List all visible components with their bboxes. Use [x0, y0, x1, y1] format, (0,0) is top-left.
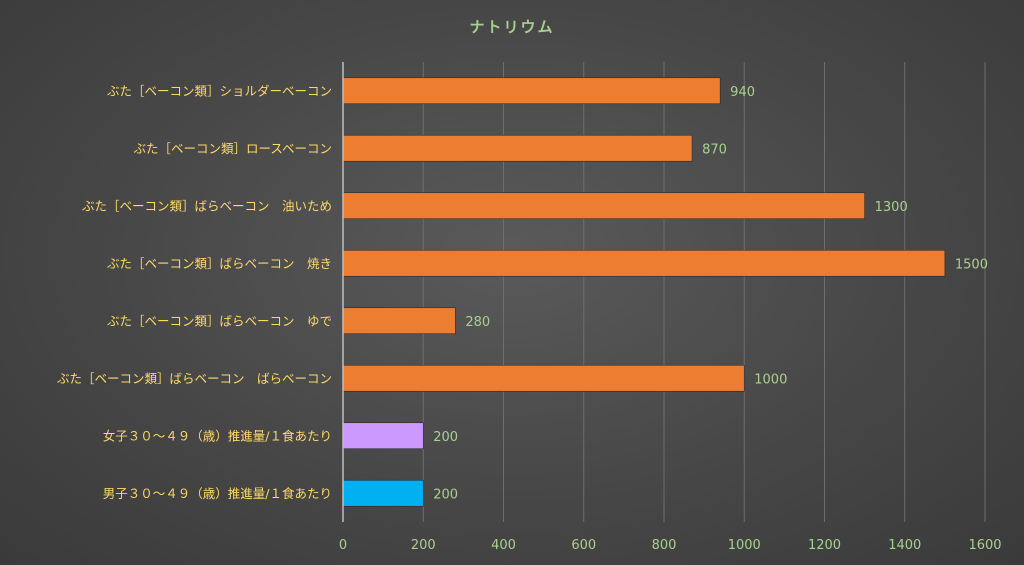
bar-1	[342, 77, 721, 105]
category-label-8: 男子３０～４９（歳）推進量/１食あたり	[103, 486, 332, 501]
x-tick-label-0: 0	[339, 538, 347, 553]
data-label-7: 200	[433, 430, 458, 445]
x-tick-label-600: 600	[571, 538, 596, 553]
category-label-7: 女子３０～４９（歳）推進量/１食あたり	[103, 428, 332, 443]
bar-2	[342, 134, 693, 162]
category-label-1: ぶた［ベーコン類］ショルダーベーコン	[107, 83, 332, 98]
category-label-5: ぶた［ベーコン類］ばらベーコン ゆで	[107, 313, 332, 328]
chart-title: ナトリウム	[469, 18, 554, 36]
x-tick-labels: 0 200 400 600 800 1000 1200 1400 1600	[339, 538, 1002, 553]
bar-5	[342, 307, 456, 335]
category-label-2: ぶた［ベーコン類］ロースベーコン	[133, 141, 332, 156]
data-label-8: 200	[433, 487, 458, 502]
x-tick-label-1000: 1000	[728, 538, 761, 553]
category-labels: ぶた［ベーコン類］ショルダーベーコンぶた［ベーコン類］ロースベーコンぶた［ベーコ…	[57, 83, 332, 501]
x-tick-label-1400: 1400	[888, 538, 921, 553]
bar-7	[342, 422, 424, 450]
data-label-3: 1300	[875, 200, 908, 215]
bar-3	[342, 192, 865, 220]
x-tick-label-400: 400	[491, 538, 516, 553]
x-tick-label-1600: 1600	[968, 538, 1001, 553]
data-label-4: 1500	[955, 257, 988, 272]
bars	[342, 77, 946, 507]
x-tick-label-800: 800	[652, 538, 677, 553]
bar-8	[342, 479, 424, 507]
bar-4	[342, 249, 946, 277]
x-tick-label-1200: 1200	[808, 538, 841, 553]
data-label-6: 1000	[754, 372, 787, 387]
category-label-6: ぶた［ベーコン類］ばらベーコン ばらベーコン	[57, 371, 332, 386]
category-label-4: ぶた［ベーコン類］ばらベーコン 焼き	[107, 256, 332, 271]
data-label-2: 870	[702, 142, 727, 157]
data-label-1: 940	[730, 85, 755, 100]
data-label-5: 280	[465, 315, 490, 330]
bar-6	[342, 364, 745, 392]
category-label-3: ぶた［ベーコン類］ばらベーコン 油いため	[82, 198, 332, 213]
data-labels: 940 870 1300 1500 280 1000 200 200	[433, 85, 988, 503]
x-tick-label-200: 200	[411, 538, 436, 553]
grid-lines	[422, 62, 986, 522]
